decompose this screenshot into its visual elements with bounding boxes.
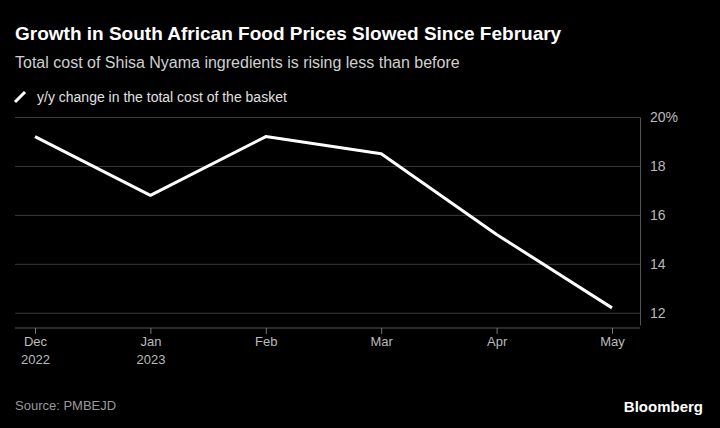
grid-line xyxy=(15,166,640,167)
y-tick-label: 14 xyxy=(650,256,666,272)
y-tick-label: 20% xyxy=(650,109,678,125)
y-axis: 12 14 16 18 20% xyxy=(15,109,678,326)
background xyxy=(0,0,720,428)
x-axis-line xyxy=(15,328,640,329)
x-tick-mark xyxy=(35,328,36,334)
legend-swatch xyxy=(15,92,25,102)
x-tick: May xyxy=(600,328,625,349)
source: Source: PMBEJD xyxy=(15,398,116,413)
x-tick: Jan2023 xyxy=(136,328,165,367)
y-tick-label: 16 xyxy=(650,207,666,223)
x-tick-label: May xyxy=(600,334,625,349)
credit: Bloomberg xyxy=(624,398,703,415)
y-tick-label: 12 xyxy=(650,305,666,321)
x-tick-mark xyxy=(381,328,382,334)
x-tick-label: Feb xyxy=(255,334,277,349)
x-tick-mark xyxy=(612,328,613,334)
subtitle: Total cost of Shisa Nyama ingredients is… xyxy=(15,54,460,71)
chart: Growth in South African Food Prices Slow… xyxy=(0,0,720,428)
x-tick: Mar xyxy=(371,328,394,349)
x-tick: Feb xyxy=(255,328,277,349)
grid-line xyxy=(15,117,640,118)
y-tick: 20% xyxy=(15,109,678,125)
x-tick-label: Mar xyxy=(371,334,394,349)
x-tick-label: Jan2023 xyxy=(136,334,165,367)
line xyxy=(35,137,612,308)
x-tick-mark xyxy=(150,328,151,334)
legend-label: y/y change in the total cost of the bask… xyxy=(37,89,287,105)
grid-line xyxy=(15,215,640,216)
x-tick: Dec2022 xyxy=(21,328,50,367)
x-axis: Dec2022 Jan2023 Feb Mar Apr May xyxy=(15,328,640,367)
x-tick: Apr xyxy=(487,328,508,349)
y-tick: 18 xyxy=(15,158,666,174)
x-tick-mark xyxy=(266,328,267,334)
y-tick: 14 xyxy=(15,256,666,272)
y-tick-label: 18 xyxy=(650,158,666,174)
x-tick-label: Dec2022 xyxy=(21,334,50,367)
x-tick-mark xyxy=(497,328,498,334)
title: Growth in South African Food Prices Slow… xyxy=(15,23,562,44)
grid-line xyxy=(15,313,640,314)
y-axis-line xyxy=(640,118,641,326)
y-tick: 16 xyxy=(15,207,666,223)
plot-area xyxy=(35,137,612,308)
x-tick-label: Apr xyxy=(487,334,508,349)
legend: y/y change in the total cost of the bask… xyxy=(15,89,287,105)
y-tick: 12 xyxy=(15,305,666,321)
